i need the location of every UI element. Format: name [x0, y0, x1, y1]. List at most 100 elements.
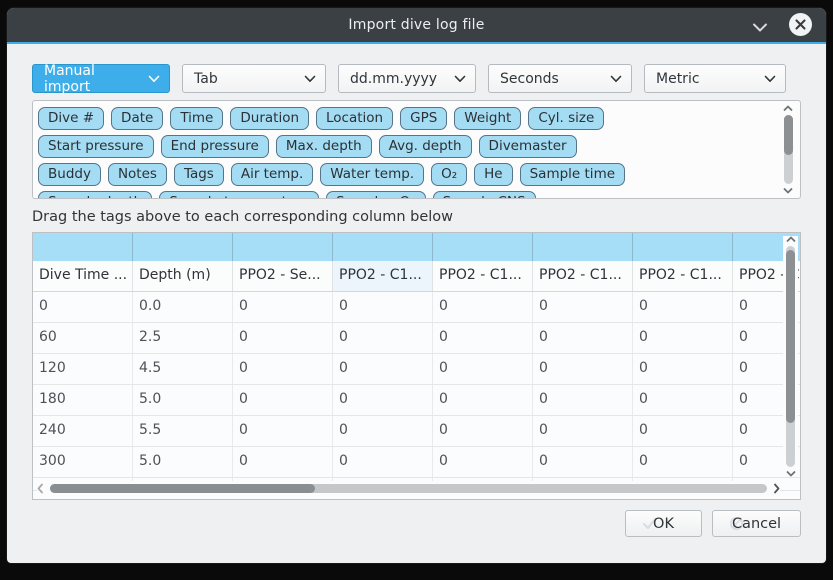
table-vertical-scrollbar[interactable]: [783, 236, 798, 477]
tag-start-pressure[interactable]: Start pressure: [38, 135, 154, 158]
tag-sample-time[interactable]: Sample time: [519, 163, 626, 186]
tag-cyl-size[interactable]: Cyl. size: [528, 107, 605, 130]
table-cell: 0.0: [133, 292, 233, 322]
chevron-down-icon[interactable]: [752, 18, 768, 37]
tag-panel-scrollbar[interactable]: [780, 105, 796, 194]
table-cell: 0: [233, 447, 333, 477]
select-field-separator[interactable]: Tab: [182, 64, 326, 93]
table-cell: 0: [533, 447, 633, 477]
table-cell: 0: [533, 354, 633, 384]
chevron-right-icon[interactable]: [773, 483, 780, 494]
tag-end-pressure[interactable]: End pressure: [160, 135, 269, 158]
chevron-up-icon[interactable]: [785, 236, 796, 243]
tag-notes[interactable]: Notes: [107, 163, 167, 186]
tag-panel: Dive # Date Time Duration Location GPS Weight C…: [32, 100, 801, 199]
scrollbar-track[interactable]: [50, 484, 767, 493]
chevron-up-icon[interactable]: [783, 105, 793, 112]
select-value: Seconds: [500, 70, 559, 87]
chevron-down-icon[interactable]: [783, 187, 793, 194]
tag-location[interactable]: Location: [316, 107, 394, 130]
table-cell: 0: [633, 354, 733, 384]
column-header: PPO2 - C1...: [533, 261, 633, 291]
column-drop-cell[interactable]: [433, 233, 533, 261]
select-value: dd.mm.yyyy: [350, 70, 438, 87]
select-date-format[interactable]: dd.mm.yyyy: [338, 64, 476, 93]
tag-date[interactable]: Date: [111, 107, 164, 130]
scrollbar-thumb[interactable]: [783, 115, 793, 156]
tag-sample-cns[interactable]: Sample CNS: [432, 191, 536, 198]
select-import-mode[interactable]: Manual import: [32, 63, 170, 95]
tag-duration[interactable]: Duration: [230, 107, 310, 130]
column-drop-row: [33, 233, 800, 261]
tag-water-temp-[interactable]: Water temp.: [320, 163, 425, 186]
tag-dive-[interactable]: Dive #: [38, 107, 105, 130]
tag-o-[interactable]: O₂: [431, 163, 468, 186]
table-cell: 2.5: [133, 323, 233, 353]
tag-air-temp-[interactable]: Air temp.: [230, 163, 314, 186]
scrollbar-thumb[interactable]: [786, 250, 795, 423]
select-time-format[interactable]: Seconds: [488, 64, 632, 93]
tag-max-depth[interactable]: Max. depth: [275, 135, 372, 158]
table-cell: 0: [33, 292, 133, 322]
tag-avg-depth[interactable]: Avg. depth: [378, 135, 472, 158]
table-body: 0 0.0 0 0 0 0 0 0 60 2.5 0 0 0 0 0 0 120 4.5 0 0 0 0 0 0 180 5.0 0…: [33, 292, 800, 478]
select-value: Metric: [656, 70, 700, 87]
tag-tags[interactable]: Tags: [173, 163, 224, 186]
table-cell: 0: [633, 447, 733, 477]
ok-button-label: OK: [653, 515, 674, 532]
column-drop-cell[interactable]: [633, 233, 733, 261]
table-cell: 0: [633, 323, 733, 353]
table-cell: 0: [733, 323, 800, 353]
tag-time[interactable]: Time: [170, 107, 224, 130]
dialog-button-row: OK Cancel: [32, 510, 801, 537]
cancel-button[interactable]: Cancel: [712, 510, 801, 537]
table-cell: 0: [733, 416, 800, 446]
cancel-icon: [729, 516, 744, 531]
tag-divemaster[interactable]: Divemaster: [478, 135, 577, 158]
scrollbar-track[interactable]: [786, 246, 795, 467]
column-drop-cell[interactable]: [233, 233, 333, 261]
tag-row: Buddy Notes Tags Air temp. Water temp. O₂ He Sa…: [38, 163, 774, 186]
table-row: 120 4.5 0 0 0 0 0 0: [33, 354, 800, 385]
table-cell: 0: [533, 323, 633, 353]
chevron-down-icon: [764, 75, 776, 82]
table-cell: 240: [33, 416, 133, 446]
table-row: 180 5.0 0 0 0 0 0 0: [33, 385, 800, 416]
tag-sample-temperature[interactable]: Sample temperature: [159, 191, 319, 198]
close-icon[interactable]: [789, 13, 812, 36]
titlebar: Import dive log file: [7, 8, 826, 42]
tag-sample-po-[interactable]: Sample pO₂: [326, 191, 426, 198]
ok-button[interactable]: OK: [625, 510, 702, 537]
tag-buddy[interactable]: Buddy: [38, 163, 101, 186]
column-header: PPO2 - C1...: [333, 261, 433, 291]
tag-weight[interactable]: Weight: [454, 107, 522, 130]
table-cell: 0: [733, 354, 800, 384]
table-cell: 0: [233, 323, 333, 353]
column-drop-cell[interactable]: [133, 233, 233, 261]
table-row: 300 5.0 0 0 0 0 0 0: [33, 447, 800, 478]
table-cell: 60: [33, 323, 133, 353]
scrollbar-track[interactable]: [783, 115, 793, 184]
select-units[interactable]: Metric: [644, 64, 786, 93]
table-row: 60 2.5 0 0 0 0 0 0: [33, 323, 800, 354]
table-horizontal-scrollbar[interactable]: [37, 481, 780, 496]
chevron-down-icon: [148, 75, 160, 82]
tag-he[interactable]: He: [474, 163, 513, 186]
table-cell: 0: [733, 385, 800, 415]
tag-gps[interactable]: GPS: [400, 107, 448, 130]
drag-instruction-label: Drag the tags above to each correspondin…: [32, 209, 454, 225]
table-cell: 180: [33, 385, 133, 415]
table-cell: 4.5: [133, 354, 233, 384]
scrollbar-thumb[interactable]: [50, 484, 316, 493]
toolbar: Manual import Tab dd.mm.yyyy Seconds Metric: [32, 63, 801, 95]
chevron-down-icon[interactable]: [785, 470, 796, 477]
column-drop-cell[interactable]: [33, 233, 133, 261]
chevron-left-icon[interactable]: [37, 483, 44, 494]
chevron-down-icon: [610, 75, 622, 82]
column-drop-cell[interactable]: [533, 233, 633, 261]
table-cell: 0: [333, 354, 433, 384]
table-cell: 0: [233, 385, 333, 415]
column-drop-cell[interactable]: [333, 233, 433, 261]
tag-sample-depth[interactable]: Sample depth: [38, 191, 153, 198]
table-cell: 0: [233, 416, 333, 446]
